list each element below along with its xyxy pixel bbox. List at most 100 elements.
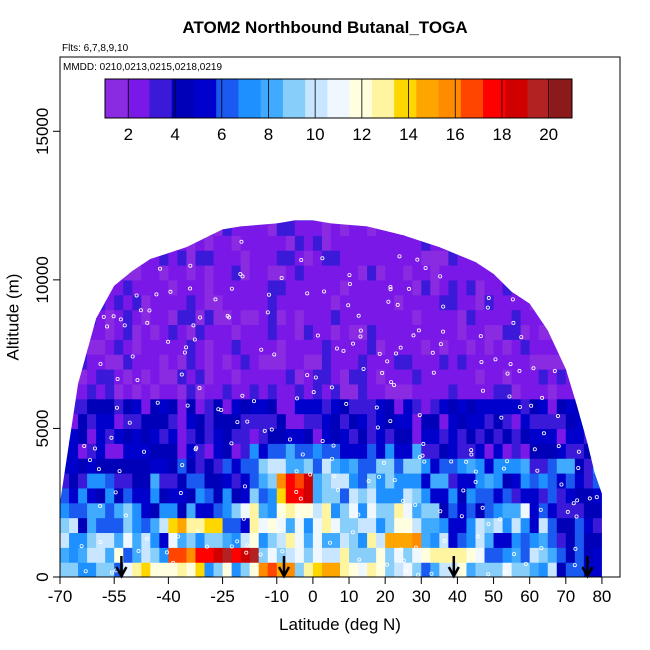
heat-cell [303,250,314,266]
heat-cell [538,428,549,444]
heat-cell [565,220,576,222]
heat-cell [583,279,594,296]
heat-cell [493,398,504,415]
heat-cell [276,354,287,370]
heat-cell [321,562,332,577]
heat-cell [240,294,251,311]
heat-cell [538,547,549,563]
chart-title: ATOM2 Northbound Butanal_TOGA [182,18,468,37]
sample-point [517,368,522,373]
heat-cell [385,250,395,266]
heat-cell [457,324,468,340]
heat-cell [457,443,468,459]
heat-cell [367,294,377,311]
sample-point [449,459,454,464]
heat-cell [439,413,449,430]
heat-cell [105,220,115,236]
sample-point [575,498,580,503]
heat-cell [222,324,233,340]
heat-cell [574,398,585,415]
heat-cell [159,547,169,563]
heat-cell [222,413,233,430]
heat-cell [511,369,522,385]
sample-point [556,444,561,449]
heat-cell [222,458,233,474]
sample-point [430,350,435,355]
heat-cell [376,369,386,385]
heat-cell [177,487,188,504]
heat-cell [168,354,179,370]
heat-cell [321,294,332,311]
heat-cell [439,220,449,222]
heat-cell [602,473,612,488]
heat-cell [321,339,332,355]
heat-cell [60,502,70,519]
heat-cell [60,547,70,563]
heat-cell [321,354,332,370]
sample-point [511,320,516,325]
heat-cell [403,398,413,415]
heat-cell [439,443,449,459]
heat-cell [412,369,422,385]
sample-point [166,339,171,344]
sample-point [188,286,193,291]
heat-cell [69,220,79,222]
heat-cell [78,487,88,504]
sample-point [356,313,361,318]
heat-cell [376,428,386,444]
heat-cell [141,517,151,534]
heat-cell [430,279,440,296]
heat-cell [403,265,413,281]
heat-cell [96,458,106,474]
heat-cell [78,383,88,400]
colorbar-tick-label: 14 [399,125,418,144]
heat-cell [602,488,612,503]
flight-arrow-head [581,566,594,579]
heat-cell [349,458,359,474]
x-tick-label: 70 [556,587,575,606]
heat-cell [565,547,576,563]
heat-cell [222,562,233,577]
heat-cell [556,220,567,236]
heat-cell [159,220,169,236]
heat-cell [466,428,477,444]
sample-point [117,469,122,474]
sample-point [420,453,425,458]
heat-cell [249,339,260,355]
sample-point [417,413,422,418]
heat-cell [213,443,224,459]
heat-cell [520,309,531,326]
heat-cell [114,473,124,489]
colorbar-swatch [371,79,395,118]
heat-cell [150,294,160,311]
heat-cell [502,309,513,326]
heat-cell [520,383,531,400]
heat-cell [466,398,477,415]
heat-cell [87,443,97,459]
sample-point [351,341,356,346]
heat-cell [249,487,260,504]
sample-point [485,305,490,310]
sample-point [164,550,169,555]
heat-cell [231,473,242,489]
heat-cell [475,428,486,444]
heat-cell [430,354,440,370]
heat-cell [294,532,305,548]
heat-cell [556,458,567,474]
heat-cell [186,235,197,251]
sample-point [251,399,256,404]
sample-point [298,496,303,501]
heat-cell [538,562,549,577]
heat-cell [141,339,151,355]
heat-cell [321,369,332,385]
x-tick-label: 10 [340,587,359,606]
heat-cell [403,473,413,489]
heat-cell [249,250,260,266]
sample-point [574,514,579,519]
heat-cell [213,354,224,370]
heat-cell [294,324,305,340]
heat-cell [285,502,296,519]
heat-cell [114,339,124,355]
heat-cell [330,294,341,311]
heat-cell [358,250,368,266]
